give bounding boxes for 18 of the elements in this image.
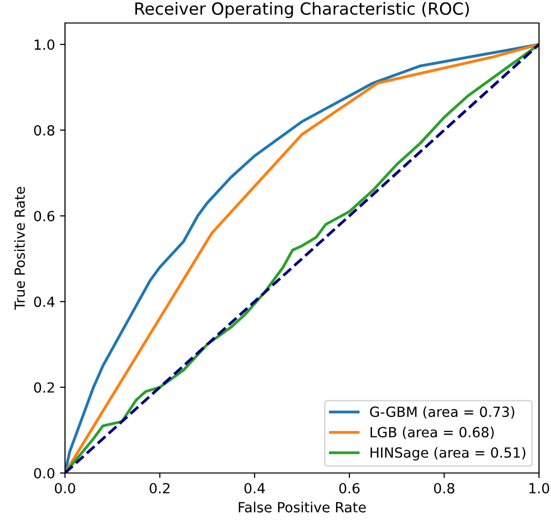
- legend-label: LGB (area = 0.68): [370, 426, 494, 440]
- x-tick-label: 0.6: [339, 482, 360, 494]
- x-tick-label: 0.4: [244, 482, 265, 494]
- y-tick-label: 0.4: [34, 296, 54, 308]
- x-tick-label: 0.8: [434, 482, 454, 494]
- x-axis-title: False Positive Rate: [238, 502, 366, 512]
- x-tick-label: 0.2: [150, 482, 170, 494]
- y-axis-title: True Positive Rate: [14, 186, 25, 310]
- y-tick-label: 0.2: [34, 382, 54, 393]
- legend-label: HINSage (area = 0.51): [370, 447, 526, 460]
- x-tick-label: 0.0: [54, 482, 76, 494]
- legend-label: G-GBM (area = 0.73): [370, 406, 514, 419]
- y-tick-label: 0.8: [34, 125, 54, 136]
- x-tick-label: 1.0: [529, 482, 550, 494]
- y-tick-label: 0.0: [34, 468, 54, 478]
- chart-title: Receiver Operating Characteristic (ROC): [135, 2, 469, 18]
- y-tick-label: 1.0: [34, 39, 54, 50]
- y-tick-label: 0.6: [34, 210, 54, 222]
